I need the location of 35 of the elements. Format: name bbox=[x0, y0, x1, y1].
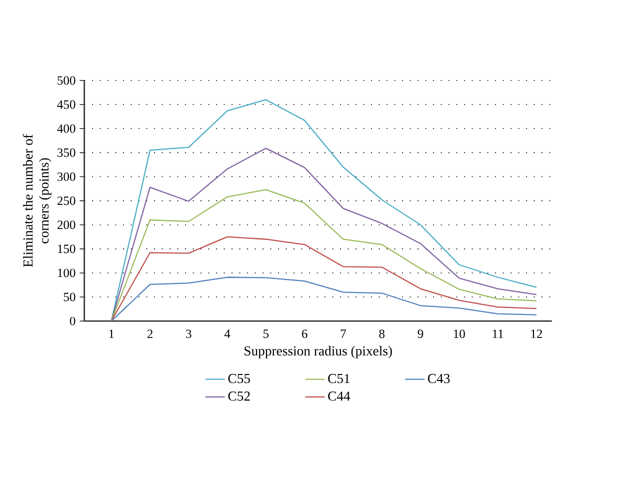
y-tick-label: 250 bbox=[57, 196, 76, 205]
y-axis-title: Eliminate the number of corners (points) bbox=[22, 134, 52, 267]
x-tick-label: 12 bbox=[531, 329, 542, 338]
x-tick-label: 8 bbox=[379, 329, 385, 338]
legend-label: C52 bbox=[228, 391, 250, 401]
line-series bbox=[110, 98, 537, 321]
x-tick-label: 9 bbox=[418, 329, 424, 338]
x-tick-label: 4 bbox=[224, 329, 230, 338]
y-tick-label: 500 bbox=[58, 76, 76, 85]
y-tick-label: 100 bbox=[58, 268, 76, 277]
legend-label: C44 bbox=[328, 391, 350, 401]
y-tick-label: 450 bbox=[57, 100, 76, 109]
line-series bbox=[110, 276, 537, 321]
x-tick-label: 6 bbox=[302, 329, 308, 338]
legend-label: C55 bbox=[228, 374, 250, 383]
line-series bbox=[110, 236, 537, 321]
x-tick-label: 1 bbox=[109, 329, 114, 338]
y-tick-label: 350 bbox=[58, 148, 76, 157]
y-tick-label: 200 bbox=[57, 220, 76, 229]
legend-label: C51 bbox=[328, 374, 350, 383]
line-series bbox=[110, 148, 537, 321]
x-tick-label: 3 bbox=[186, 329, 192, 338]
x-tick-label: 2 bbox=[147, 329, 152, 338]
y-tick-label: 50 bbox=[64, 292, 76, 302]
y-tick-label: 300 bbox=[58, 172, 76, 181]
legend-label: C43 bbox=[428, 374, 450, 383]
y-tick-label: 400 bbox=[57, 124, 76, 133]
x-axis-title: Suppression radius (pixels) bbox=[244, 346, 392, 358]
x-tick-label: 11 bbox=[492, 329, 504, 338]
x-tick-label: 7 bbox=[340, 329, 346, 338]
y-tick-label: 150 bbox=[58, 244, 76, 253]
x-tick-label: 5 bbox=[264, 329, 269, 338]
x-tick-label: 10 bbox=[454, 329, 465, 338]
line-series bbox=[110, 188, 537, 321]
y-tick-label: 0 bbox=[70, 316, 76, 326]
